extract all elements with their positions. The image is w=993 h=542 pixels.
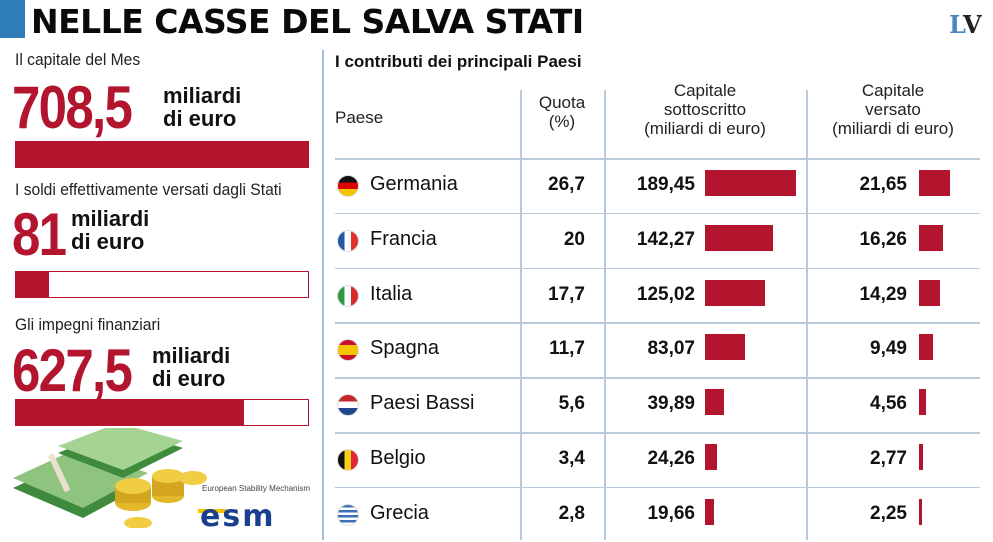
header-accent xyxy=(0,0,25,38)
header-quota: Quota (%) xyxy=(538,93,586,131)
versato-bar xyxy=(919,444,924,470)
versato-bar xyxy=(919,498,923,525)
block-label: I soldi effettivamente versati dagli Sta… xyxy=(15,180,282,199)
table-row: Germania 26,7 189,45 21,65 xyxy=(335,158,980,213)
flag-icon-it xyxy=(337,284,359,307)
column-divider xyxy=(520,90,522,540)
versato-value: 14,29 xyxy=(859,283,907,305)
header-paese: Paese xyxy=(335,108,384,127)
table-row: Italia 17,7 125,02 14,29 xyxy=(335,268,980,323)
esm-logo: esm xyxy=(198,499,318,534)
quota-value: 11,7 xyxy=(549,338,585,360)
block-value: 708,5 xyxy=(12,74,133,141)
header-versato: Capitale versato (miliardi di euro) xyxy=(832,81,954,138)
row-divider xyxy=(335,212,980,215)
quota-value: 3,4 xyxy=(558,448,585,469)
versato-value: 9,49 xyxy=(870,338,907,360)
table-row: Belgio 3,4 24,26 2,77 xyxy=(335,432,980,487)
sottoscritto-bar xyxy=(705,444,717,470)
versato-bar xyxy=(919,170,951,196)
progress-fill xyxy=(16,272,50,297)
svg-text:esm: esm xyxy=(200,500,275,528)
quota-value: 17,7 xyxy=(548,283,585,305)
flag-icon-de xyxy=(337,175,359,197)
sottoscritto-value: 125,02 xyxy=(636,283,695,305)
progress-bar xyxy=(15,141,309,168)
sottoscritto-bar xyxy=(705,389,725,416)
sottoscritto-bar xyxy=(705,279,765,306)
money-illustration xyxy=(13,428,207,528)
progress-bar xyxy=(15,271,309,298)
sottoscritto-bar xyxy=(705,498,715,525)
flag-icon-gr xyxy=(337,503,359,526)
versato-bar xyxy=(919,389,926,416)
block-unit: miliardi di euro xyxy=(152,343,231,391)
header-sottoscritto: Capitale sottoscritto (miliardi di euro) xyxy=(644,81,766,138)
versato-value: 21,65 xyxy=(859,174,907,195)
sottoscritto-value: 19,66 xyxy=(647,502,695,524)
block-unit: miliardi di euro xyxy=(163,83,242,131)
versato-bar xyxy=(919,224,943,251)
section-divider xyxy=(322,50,324,540)
progress-fill xyxy=(16,400,244,425)
sottoscritto-value: 189,45 xyxy=(636,174,695,195)
table-title: I contributi dei principali Paesi xyxy=(335,52,582,71)
flag-icon-fr xyxy=(337,229,359,252)
country-name: Grecia xyxy=(370,501,429,524)
row-divider xyxy=(335,158,980,160)
country-name: Italia xyxy=(370,282,413,305)
sottoscritto-bar xyxy=(705,334,745,361)
table-row: Paesi Bassi 5,6 39,89 4,56 xyxy=(335,377,980,432)
versato-bar xyxy=(919,279,940,306)
flag-icon-be xyxy=(337,449,359,471)
column-divider xyxy=(806,90,808,540)
table-row: Francia 20 142,27 16,26 xyxy=(335,213,980,268)
versato-value: 4,56 xyxy=(870,393,907,415)
block-value: 81 xyxy=(12,201,67,268)
sottoscritto-bar xyxy=(705,224,774,251)
quota-value: 26,7 xyxy=(548,174,585,195)
country-name: Paesi Bassi xyxy=(370,392,475,415)
esm-caption: European Stability Mechanism xyxy=(202,484,311,493)
row-divider xyxy=(335,322,980,324)
lv-logo: LV xyxy=(949,10,982,39)
sottoscritto-value: 39,89 xyxy=(647,393,695,415)
flag-icon-nl xyxy=(337,394,359,417)
flag-icon-es xyxy=(337,339,359,362)
versato-value: 2,25 xyxy=(870,502,907,524)
sottoscritto-value: 83,07 xyxy=(647,338,695,360)
column-divider xyxy=(604,90,606,540)
row-divider xyxy=(335,432,980,434)
page-title: NELLE CASSE DEL SALVA STATI xyxy=(31,2,584,41)
country-name: Spagna xyxy=(370,337,439,360)
table-row: Spagna 11,7 83,07 9,49 xyxy=(335,322,980,377)
country-name: Francia xyxy=(370,227,437,250)
quota-value: 20 xyxy=(563,228,585,250)
row-divider xyxy=(335,377,980,379)
versato-value: 16,26 xyxy=(859,228,907,250)
block-label: Gli impegni finanziari xyxy=(15,315,161,334)
block-label: Il capitale del Mes xyxy=(15,50,141,69)
block-value: 627,5 xyxy=(12,337,133,404)
table-row: Grecia 2,8 19,66 2,25 xyxy=(335,487,980,542)
progress-fill xyxy=(16,142,308,167)
quota-value: 2,8 xyxy=(558,502,585,524)
block-unit: miliardi di euro xyxy=(71,206,150,254)
row-divider xyxy=(335,486,980,489)
row-divider xyxy=(335,267,980,270)
versato-bar xyxy=(919,334,933,361)
progress-bar xyxy=(15,399,309,426)
versato-value: 2,77 xyxy=(870,448,907,469)
country-name: Belgio xyxy=(370,447,426,469)
country-name: Germania xyxy=(370,173,458,195)
sottoscritto-value: 24,26 xyxy=(647,448,695,469)
quota-value: 5,6 xyxy=(558,393,585,415)
sottoscritto-bar xyxy=(705,170,796,196)
sottoscritto-value: 142,27 xyxy=(636,228,695,250)
